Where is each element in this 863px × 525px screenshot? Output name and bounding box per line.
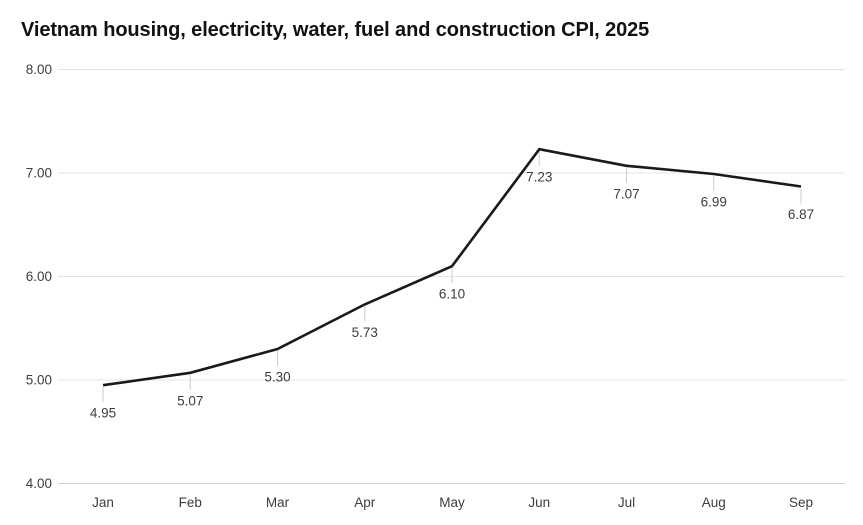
data-point-label: 7.07	[613, 186, 639, 201]
y-axis-tick-label: 5.00	[26, 373, 52, 388]
y-axis-tick-label: 4.00	[26, 476, 52, 491]
cpi-series-line	[102, 147, 802, 387]
data-point-label: 6.87	[788, 207, 814, 222]
data-point-label: 5.30	[264, 369, 290, 384]
x-axis-tick-label: Feb	[179, 495, 202, 510]
data-point-label: 5.73	[352, 325, 378, 340]
x-axis-tick-label: Mar	[266, 495, 290, 510]
x-axis-tick-label: Jan	[92, 495, 114, 510]
x-axis-tick-label: Jun	[528, 495, 550, 510]
data-point-label: 5.07	[177, 393, 203, 408]
data-point-label: 4.95	[90, 406, 116, 421]
data-point-label: 6.10	[439, 287, 465, 302]
data-point-label: 6.99	[701, 195, 727, 210]
y-axis-tick-label: 8.00	[26, 62, 52, 77]
x-axis-tick-label: Sep	[789, 495, 813, 510]
x-axis-tick-label: Apr	[354, 495, 376, 510]
y-axis-tick-label: 6.00	[26, 269, 52, 284]
chart-title: Vietnam housing, electricity, water, fue…	[21, 19, 650, 41]
data-point-label: 7.23	[526, 170, 552, 185]
y-axis-tick-label: 7.00	[26, 166, 52, 181]
x-axis-tick-label: Aug	[702, 495, 726, 510]
x-axis-tick-label: Jul	[618, 495, 635, 510]
x-axis-tick-label: May	[439, 495, 465, 510]
